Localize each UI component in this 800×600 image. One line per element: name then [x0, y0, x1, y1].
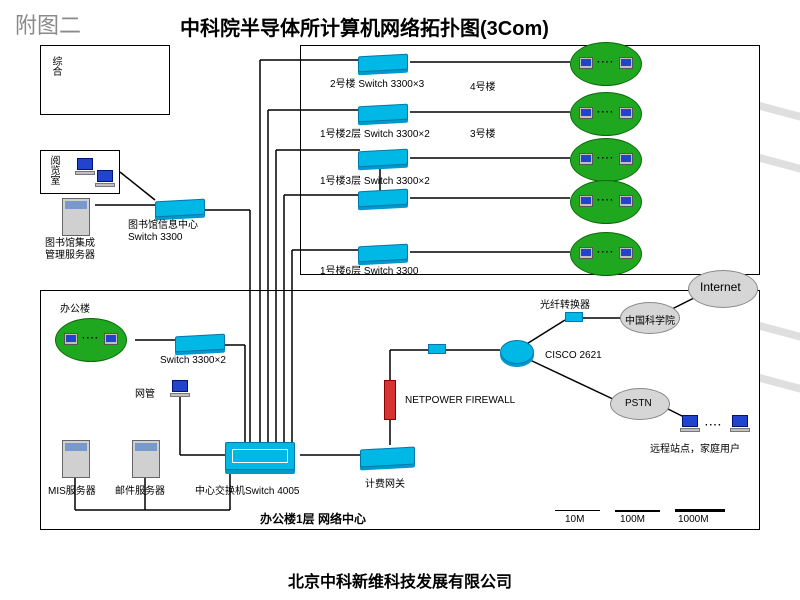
switch-icon	[358, 244, 408, 263]
switch-icon	[175, 334, 225, 353]
appendix-label: 附图二	[15, 8, 81, 40]
label-zonghe: 综合	[48, 56, 63, 76]
core-switch-icon	[225, 442, 295, 470]
switch-icon	[155, 199, 205, 218]
pc-group-icon: ····	[55, 318, 127, 362]
label-cas: 中国科学院	[625, 312, 675, 327]
pc-group-icon: ····	[570, 92, 642, 136]
label-bld3: 3号楼	[470, 125, 496, 140]
sub-footer: 办公楼1层 网络中心	[260, 510, 366, 527]
firewall-icon	[384, 380, 396, 420]
server-icon	[62, 440, 90, 478]
label-billing: 计费网关	[365, 475, 405, 490]
label-sw-1f2: 1号楼2层 Switch 3300×2	[320, 125, 430, 140]
legend-line	[615, 510, 660, 512]
switch-icon	[358, 189, 408, 208]
router-icon	[500, 340, 534, 364]
legend-1000m: 1000M	[678, 514, 709, 525]
pc-group-icon: ····	[570, 42, 642, 86]
label-mis: MIS服务器	[48, 482, 96, 497]
legend-100m: 100M	[620, 514, 645, 525]
computer-icon	[680, 415, 700, 433]
dots: ····	[705, 420, 722, 431]
switch-icon	[358, 149, 408, 168]
fiber-icon	[565, 312, 583, 322]
label-library-switch: 图书馆信息中心Switch 3300	[128, 220, 198, 244]
label-firewall: NETPOWER FIREWALL	[405, 395, 515, 406]
computer-icon	[170, 380, 190, 398]
server-icon	[62, 198, 90, 236]
server-icon	[132, 440, 160, 478]
footer-company: 北京中科新维科技发展有限公司	[0, 568, 800, 592]
label-bld4: 4号楼	[470, 78, 496, 93]
label-sw-1f3: 1号楼3层 Switch 3300×2	[320, 172, 430, 187]
label-mail: 邮件服务器	[115, 482, 165, 497]
label-cisco: CISCO 2621	[545, 350, 602, 361]
computer-icon	[95, 170, 115, 188]
computer-icon	[730, 415, 750, 433]
pc-group-icon: ····	[570, 232, 642, 276]
label-sw-1f6: 1号楼6层 Switch 3300	[320, 262, 418, 277]
label-sw-b2: 2号楼 Switch 3300×3	[330, 75, 424, 90]
label-core: 中心交换机Switch 4005	[195, 482, 299, 497]
label-office: 办公楼	[60, 300, 90, 315]
label-reading-room: 阅览室	[46, 155, 61, 185]
legend-line	[555, 510, 600, 511]
label-internet: Internet	[700, 280, 741, 294]
computer-icon	[75, 158, 95, 176]
label-fiber: 光纤转换器	[540, 296, 590, 311]
label-netmgr: 网管	[135, 385, 155, 400]
pc-group-icon: ····	[570, 138, 642, 182]
page-title: 中科院半导体所计算机网络拓扑图(3Com)	[180, 12, 549, 41]
decoration	[760, 322, 800, 398]
legend-10m: 10M	[565, 514, 584, 525]
switch-icon	[358, 104, 408, 123]
switch-icon	[358, 54, 408, 73]
label-office-switch: Switch 3300×2	[160, 355, 226, 366]
label-library-server: 图书馆集成管理服务器	[45, 238, 95, 262]
label-remote: 远程站点，家庭用户	[650, 440, 740, 455]
mini-switch-icon	[428, 344, 446, 354]
switch-icon	[360, 447, 415, 468]
legend-line	[675, 509, 725, 512]
label-pstn: PSTN	[625, 398, 652, 409]
decoration	[760, 102, 800, 178]
pc-group-icon: ····	[570, 180, 642, 224]
